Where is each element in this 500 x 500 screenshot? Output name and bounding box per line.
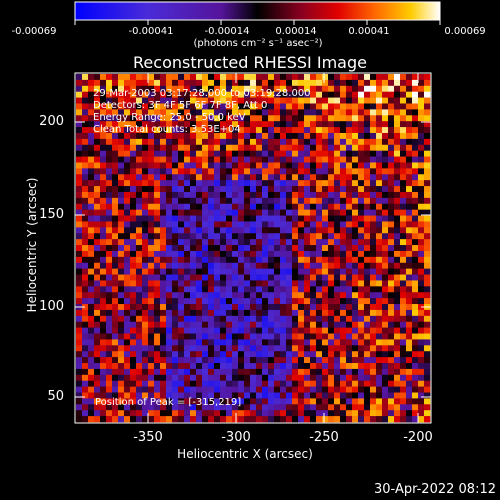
x-tick-label: -300 bbox=[221, 430, 251, 445]
colorbar-tick: -0.00041 bbox=[128, 26, 174, 37]
colorbar-tick: -0.00014 bbox=[204, 26, 250, 37]
y-axis-label: Heliocentric Y (arcsec) bbox=[25, 177, 39, 313]
y-tick-label: 200 bbox=[39, 114, 64, 129]
colorbar-unit-label: (photons cm⁻² s⁻¹ asec⁻²) bbox=[193, 38, 323, 49]
y-tick-label: 150 bbox=[39, 207, 64, 222]
x-tick-label: -350 bbox=[133, 430, 163, 445]
peak-position-text: Position of Peak = [-315,219] bbox=[95, 397, 242, 408]
x-tick-label: -200 bbox=[403, 430, 433, 445]
colorbar-gradient bbox=[74, 1, 441, 25]
x-tick-label: -250 bbox=[309, 430, 339, 445]
plot-title: Reconstructed RHESSI Image bbox=[133, 53, 367, 72]
colorbar-tick: 0.00014 bbox=[275, 26, 317, 37]
y-tick-label: 100 bbox=[39, 299, 64, 314]
axis-ticks bbox=[75, 73, 431, 423]
image-heatmap bbox=[76, 74, 431, 423]
info-detectors: Detectors: 3F 4F 5F 6F 7F 8F, Att 0 bbox=[93, 100, 268, 111]
footer-date: 30-Apr-2022 08:12 bbox=[374, 482, 496, 497]
plot-frame bbox=[74, 72, 432, 424]
info-time-range: 29-Mar-2003 03:17:28.000 to 03:19:28.000 bbox=[93, 88, 311, 99]
info-clean-counts: Clean Total counts: 3.53E+04 bbox=[93, 124, 241, 135]
colorbar-tick: -0.00069 bbox=[11, 26, 57, 37]
colorbar-tick: 0.00069 bbox=[444, 26, 486, 37]
info-energy-range: Energy Range: 25.0 - 50.0 keV bbox=[93, 112, 246, 123]
y-tick-label: 50 bbox=[47, 389, 64, 404]
colorbar-tick: 0.00041 bbox=[348, 26, 390, 37]
x-axis-label: Heliocentric X (arcsec) bbox=[177, 447, 313, 461]
colorbar: -0.00069 -0.00041 -0.00014 0.00014 0.000… bbox=[0, 0, 500, 60]
